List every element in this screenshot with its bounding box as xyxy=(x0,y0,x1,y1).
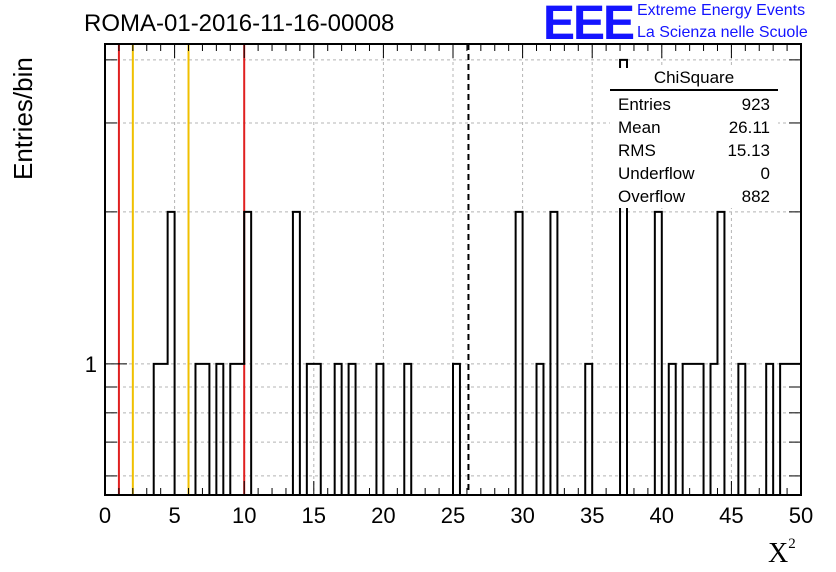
stats-value: 26.11 xyxy=(728,118,770,137)
x-tick-label: 10 xyxy=(232,503,256,528)
histogram-bin xyxy=(237,364,244,495)
logo-text-line-1: Extreme Energy Events xyxy=(637,2,806,19)
x-tick-label: 35 xyxy=(580,503,604,528)
logo-text-line-2: La Scienza nelle Scuole xyxy=(637,24,808,41)
y-axis-label: Entries/bin xyxy=(8,57,38,180)
histogram-bin xyxy=(690,364,697,495)
histogram-bin xyxy=(537,364,544,495)
stats-value: 0 xyxy=(760,164,770,183)
stats-label: Entries xyxy=(618,95,671,114)
stats-label: Underflow xyxy=(618,164,695,183)
stats-value: 923 xyxy=(741,95,770,114)
stats-value: 15.13 xyxy=(727,141,770,160)
histogram-bin xyxy=(585,364,592,495)
histogram-bin xyxy=(376,364,383,495)
stats-row-entries: Entries 923 xyxy=(610,93,778,116)
histogram-bin xyxy=(154,364,161,495)
histogram-bin xyxy=(787,364,794,495)
stats-label: RMS xyxy=(618,141,656,160)
x-tick-label: 45 xyxy=(719,503,743,528)
tick-labels: 0 5 10 15 20 25 30 35 40 45 50 1 xyxy=(85,352,813,528)
y-tick-label: 1 xyxy=(85,352,97,377)
stats-title: ChiSquare xyxy=(610,68,778,91)
histogram-bin xyxy=(655,212,662,495)
histogram-bin xyxy=(244,212,251,495)
histogram-bin xyxy=(195,364,202,495)
x-tick-label: 25 xyxy=(441,503,465,528)
stats-label: Overflow xyxy=(618,187,686,206)
histogram-bin xyxy=(550,212,557,495)
chart-title: ROMA-01-2016-11-16-00008 xyxy=(84,10,395,37)
histogram-bin xyxy=(516,212,523,495)
histogram-bin xyxy=(697,364,704,495)
histogram-bin xyxy=(794,364,801,495)
histogram-bin xyxy=(780,364,787,495)
histogram-bin xyxy=(335,364,342,495)
x-tick-label: 15 xyxy=(302,503,326,528)
histogram-bin xyxy=(404,364,411,495)
histogram-bin xyxy=(738,364,745,495)
histogram-bin xyxy=(766,364,773,495)
histogram-bin xyxy=(717,212,724,495)
histogram-bin xyxy=(161,364,168,495)
stats-row-underflow: Underflow 0 xyxy=(610,162,778,185)
histogram-bin xyxy=(314,364,321,495)
eee-logo-mark: EEE xyxy=(543,0,635,50)
stats-row-overflow: Overflow 882 xyxy=(610,185,778,208)
x-tick-label: 50 xyxy=(789,503,813,528)
histogram-bin xyxy=(216,364,223,495)
stats-value: 882 xyxy=(741,187,770,206)
histogram-bin xyxy=(453,364,460,495)
histogram-bin xyxy=(307,364,314,495)
x-axis-label-superscript: 2 xyxy=(788,535,796,552)
stats-row-mean: Mean 26.11 xyxy=(610,116,778,139)
x-tick-label: 30 xyxy=(510,503,534,528)
stats-box: ChiSquare Entries 923 Mean 26.11 RMS 15.… xyxy=(610,68,778,208)
histogram-bin xyxy=(168,212,175,495)
x-tick-label: 40 xyxy=(650,503,674,528)
x-tick-label: 5 xyxy=(168,503,180,528)
x-axis-label: X2 xyxy=(768,535,796,569)
x-tick-label: 0 xyxy=(99,503,111,528)
stats-label: Mean xyxy=(618,118,661,137)
histogram-bin xyxy=(202,364,209,495)
histogram-bin xyxy=(349,364,356,495)
histogram-bin xyxy=(669,364,676,495)
histogram-bin xyxy=(293,212,300,495)
histogram-bin xyxy=(683,364,690,495)
stats-row-rms: RMS 15.13 xyxy=(610,139,778,162)
plot-axes xyxy=(104,43,802,496)
histogram-bin xyxy=(711,364,718,495)
histogram-bin xyxy=(230,364,237,495)
x-tick-label: 20 xyxy=(371,503,395,528)
